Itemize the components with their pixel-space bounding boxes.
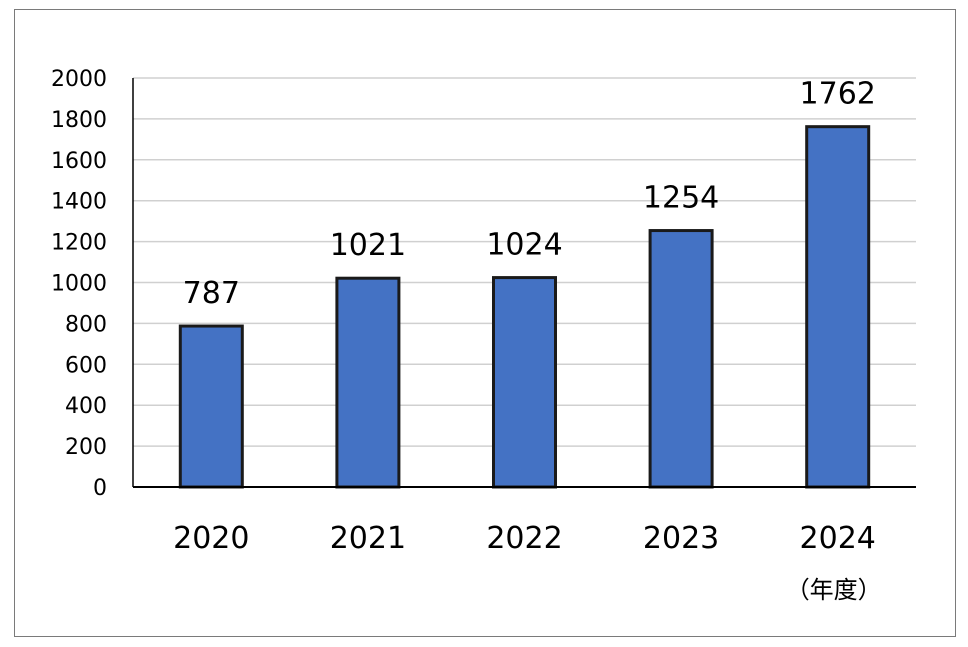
y-axis-ticks: 0 200 400 600 800 1000 1200 1400 1600 1800 2000 <box>51 67 107 501</box>
x-tick-label: 2024 <box>800 521 876 556</box>
bar <box>805 125 871 489</box>
data-label: 1254 <box>643 181 719 216</box>
bar <box>492 276 557 489</box>
x-tick-label: 2021 <box>330 521 406 556</box>
y-tick-label: 600 <box>65 353 107 378</box>
data-labels: 787 1021 1024 1254 1762 <box>183 77 876 311</box>
y-tick-label: 200 <box>65 435 107 460</box>
chart-frame <box>14 9 956 637</box>
data-label: 1024 <box>486 228 562 263</box>
y-tick-label: 1400 <box>51 190 107 215</box>
y-tick-label: 2000 <box>51 67 107 92</box>
bar <box>335 276 401 489</box>
bar <box>178 324 244 489</box>
y-tick-label: 1600 <box>51 149 107 174</box>
data-label: 1762 <box>800 77 876 112</box>
bars <box>178 125 871 489</box>
x-axis-ticks: 2020 2021 2022 2023 2024 <box>173 521 876 556</box>
data-label: 1021 <box>330 228 406 263</box>
y-tick-label: 0 <box>93 476 107 501</box>
gridlines <box>133 77 916 447</box>
bar <box>648 229 714 489</box>
x-tick-label: 2020 <box>173 521 249 556</box>
y-tick-label: 800 <box>65 312 107 337</box>
x-axis-unit-label: （年度） <box>786 576 882 604</box>
y-tick-label: 1200 <box>51 231 107 256</box>
x-tick-label: 2022 <box>486 521 562 556</box>
y-tick-label: 1800 <box>51 108 107 133</box>
x-tick-label: 2023 <box>643 521 719 556</box>
y-tick-label: 1000 <box>51 272 107 297</box>
data-label: 787 <box>183 276 240 311</box>
y-tick-label: 400 <box>65 394 107 419</box>
